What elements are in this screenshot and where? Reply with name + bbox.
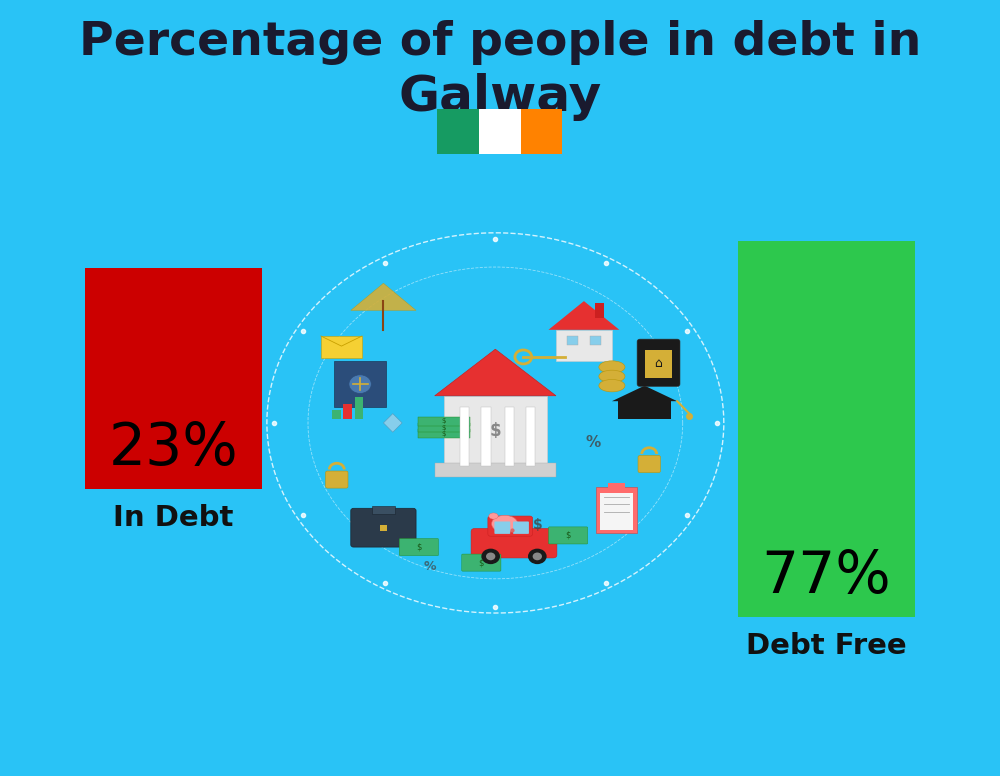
Bar	[343, 404, 352, 419]
Bar	[600, 493, 633, 530]
Bar	[479, 109, 521, 154]
Bar	[444, 396, 547, 466]
Ellipse shape	[599, 379, 625, 392]
Bar	[372, 506, 395, 514]
Bar	[521, 109, 562, 154]
Circle shape	[481, 549, 500, 564]
FancyBboxPatch shape	[326, 471, 348, 488]
Text: %: %	[424, 560, 436, 573]
FancyBboxPatch shape	[462, 554, 501, 571]
FancyBboxPatch shape	[513, 521, 529, 534]
Bar	[595, 303, 604, 318]
Circle shape	[528, 549, 547, 564]
Bar	[380, 525, 387, 531]
Text: $: $	[479, 558, 484, 567]
Bar	[418, 417, 470, 426]
Bar	[738, 241, 915, 617]
Polygon shape	[435, 349, 556, 396]
Circle shape	[267, 233, 724, 613]
Text: $: $	[490, 421, 501, 440]
Bar	[418, 423, 470, 432]
Polygon shape	[548, 301, 619, 330]
Bar	[505, 407, 514, 466]
Bar	[355, 397, 363, 419]
Text: In Debt: In Debt	[113, 504, 234, 532]
Polygon shape	[351, 283, 416, 310]
Text: %: %	[586, 435, 601, 450]
Text: 23%: 23%	[109, 420, 238, 477]
Circle shape	[533, 553, 542, 560]
Text: Debt Free: Debt Free	[746, 632, 907, 660]
Ellipse shape	[492, 515, 518, 532]
Circle shape	[486, 553, 495, 560]
Text: Percentage of people in debt in: Percentage of people in debt in	[79, 20, 921, 65]
Text: Galway: Galway	[398, 73, 602, 121]
Text: ⌂: ⌂	[655, 358, 662, 370]
Polygon shape	[612, 386, 677, 401]
Text: $: $	[416, 542, 422, 552]
Text: $: $	[532, 518, 542, 532]
Bar	[567, 336, 578, 345]
FancyBboxPatch shape	[471, 528, 557, 558]
Bar	[85, 268, 262, 489]
Bar	[608, 483, 625, 489]
Bar	[618, 400, 671, 419]
Bar	[481, 407, 491, 466]
FancyBboxPatch shape	[351, 508, 416, 547]
Bar	[437, 109, 479, 154]
Text: $: $	[442, 424, 446, 431]
Text: $: $	[565, 531, 571, 540]
Bar	[321, 336, 362, 358]
Bar	[460, 407, 469, 466]
FancyBboxPatch shape	[548, 527, 588, 544]
Bar	[418, 429, 470, 438]
Ellipse shape	[599, 361, 625, 373]
Bar	[526, 407, 535, 466]
Ellipse shape	[599, 370, 625, 383]
Bar	[645, 350, 672, 378]
FancyBboxPatch shape	[399, 539, 438, 556]
Circle shape	[349, 375, 371, 393]
FancyBboxPatch shape	[638, 456, 660, 473]
Text: 77%: 77%	[762, 548, 891, 605]
Ellipse shape	[489, 513, 498, 519]
FancyBboxPatch shape	[637, 339, 680, 386]
Bar	[332, 410, 341, 419]
FancyBboxPatch shape	[494, 521, 510, 534]
Bar	[435, 463, 556, 477]
Text: $: $	[442, 431, 446, 437]
Polygon shape	[383, 414, 402, 432]
Bar	[334, 361, 386, 407]
Bar	[556, 330, 612, 361]
Text: $: $	[442, 418, 446, 424]
Bar	[596, 487, 637, 533]
FancyBboxPatch shape	[488, 516, 533, 536]
Bar	[590, 336, 601, 345]
